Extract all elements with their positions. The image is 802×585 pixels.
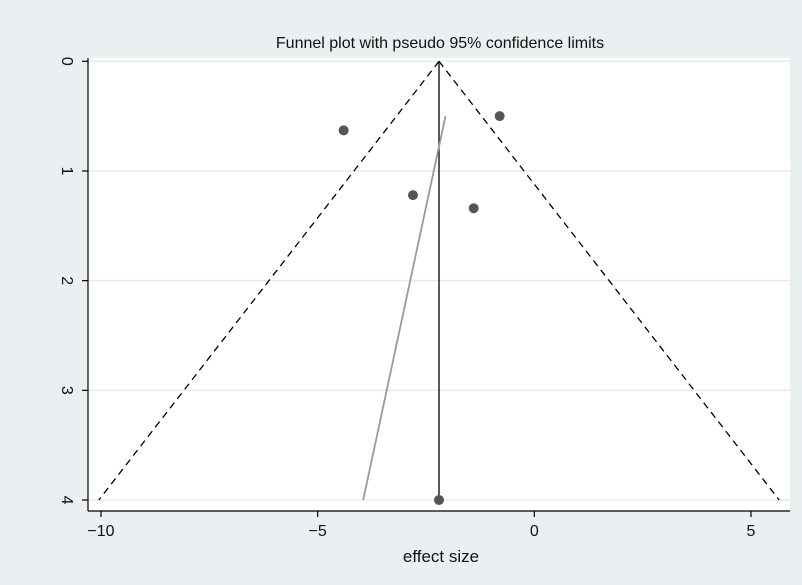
ci-limit-left (98, 60, 440, 501)
ci-limit-right (438, 60, 780, 501)
x-tick-label: −5 (309, 523, 327, 540)
x-tick-label: 5 (747, 523, 756, 540)
data-point (434, 495, 444, 506)
confidence-limits (98, 60, 780, 501)
x-axis-label: effect size (403, 547, 479, 566)
chart-title: Funnel plot with pseudo 95% confidence l… (276, 35, 604, 52)
y-tick-label: 2 (58, 276, 75, 285)
y-tick-label: 0 (58, 57, 75, 66)
data-points (338, 111, 505, 506)
axes: 0 1 2 3 4 −10 −5 0 5 (58, 57, 790, 540)
data-point (338, 125, 349, 136)
y-tick-label: 1 (58, 167, 75, 176)
x-tick-label: 0 (530, 523, 539, 540)
data-point (468, 203, 479, 214)
y-tick-label: 3 (58, 386, 75, 395)
y-tick-label: 4 (58, 496, 75, 505)
x-tick-label: −10 (87, 523, 114, 540)
regression-line (362, 115, 447, 501)
data-point (408, 190, 418, 201)
reference-lines (362, 61, 447, 501)
data-point (494, 111, 505, 122)
